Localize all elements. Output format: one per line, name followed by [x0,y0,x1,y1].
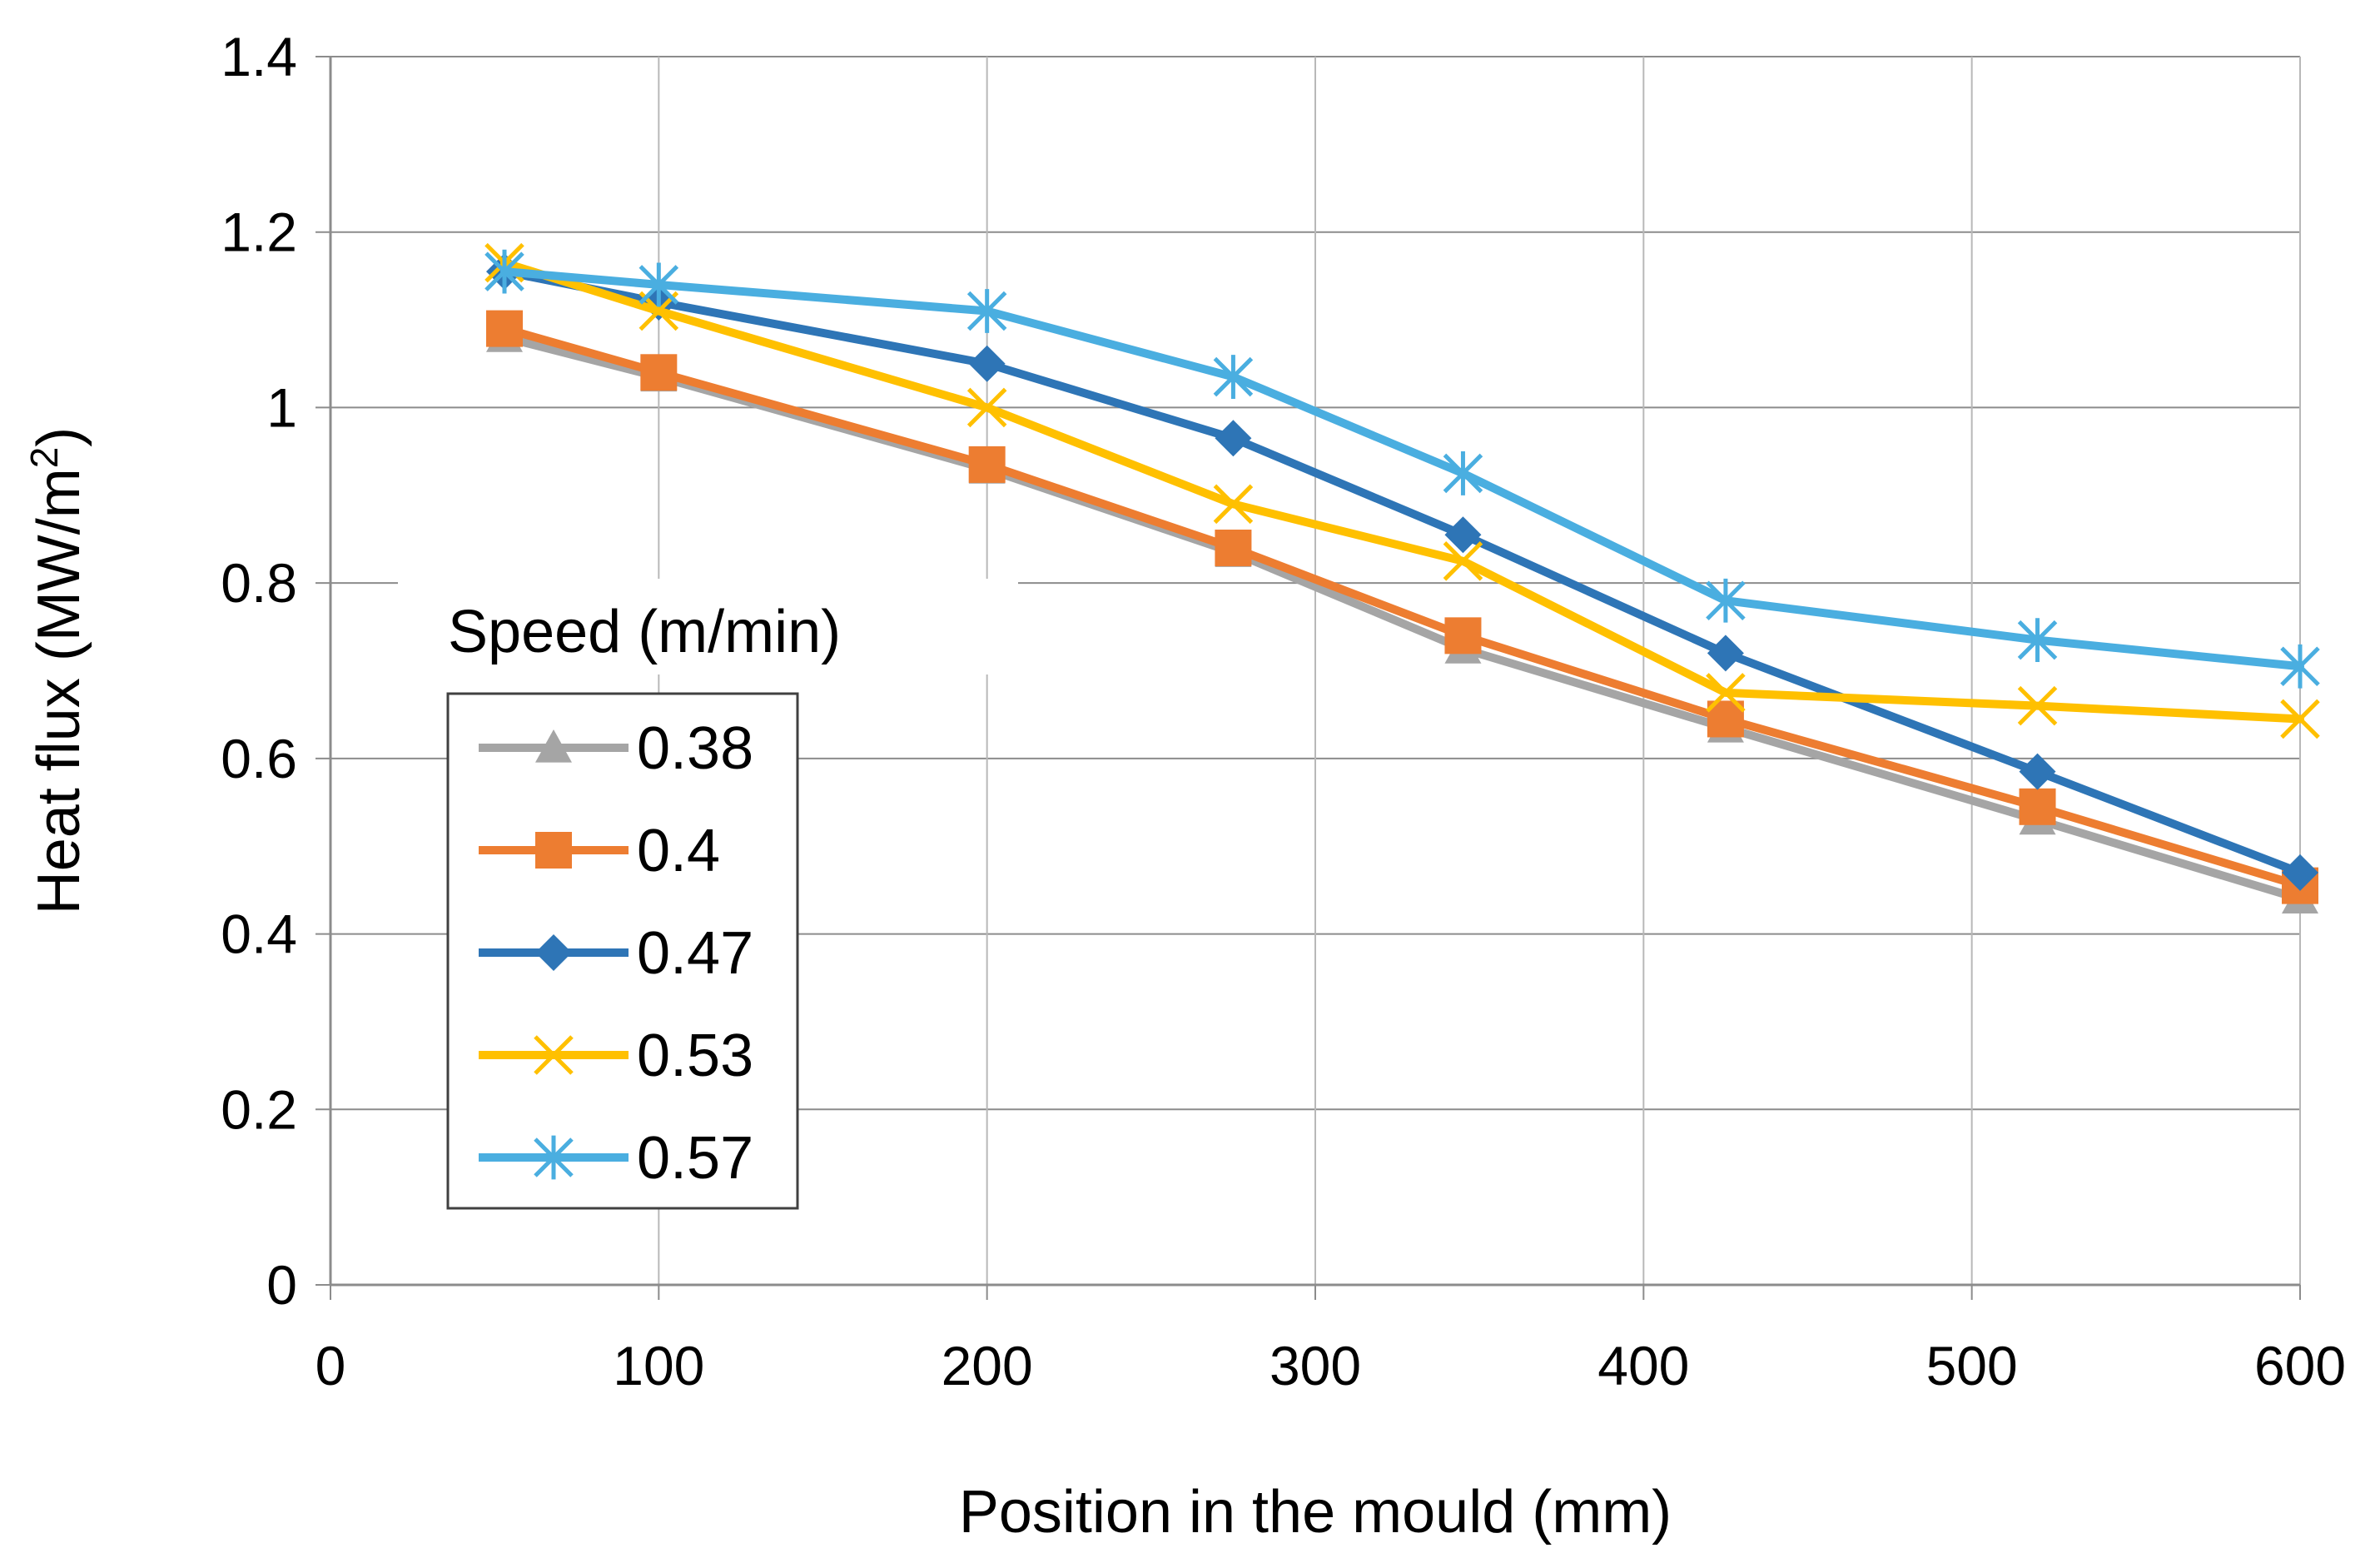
data-point [1444,617,1482,655]
series-0.4 [485,310,2318,904]
legend-label: 0.47 [637,920,753,987]
x-tick-label: 200 [942,1335,1033,1396]
legend-marker [534,1135,574,1180]
data-point [966,387,1007,428]
legend-item: 0.38 [479,715,753,782]
legend: Speed (m/min) 0.38 0.4 0.47 0.53 0.57 [398,579,1018,1210]
data-point [1213,484,1254,525]
y-tick-label: 0.2 [221,1078,297,1140]
x-tick-label: 300 [1269,1335,1361,1396]
data-point [1215,420,1252,457]
x-axis-title: Position in the mould (mm) [959,1479,1672,1546]
y-tick-label: 1.2 [221,202,297,263]
data-point [1443,451,1483,495]
legend-marker [535,934,572,971]
y-axis-title-main: Heat flux (MW/m [26,468,92,914]
data-point [2282,854,2318,891]
legend-label: 0.4 [637,818,720,884]
axes: 0 0.2 0.4 0.6 0.8 1 1.2 1.4 0 100 200 300 400 500 600 [221,26,2346,1396]
data-point [1706,673,1746,713]
data-point [485,310,523,347]
legend-marker [534,1035,574,1075]
data-point [1215,530,1252,566]
legend-marker [535,832,572,869]
data-point [640,354,678,391]
y-tick-label: 0.4 [221,903,297,965]
series-line [499,267,2304,877]
series-line [499,333,2304,903]
legend-label: 0.57 [637,1125,753,1192]
y-tick-label: 0.6 [221,728,297,789]
legend-title-background [398,579,1018,674]
data-point [2280,699,2320,739]
data-point [968,345,1006,382]
y-tick-label: 1 [266,376,297,438]
x-tick-label: 500 [1926,1335,2018,1396]
x-tick-label: 600 [2254,1335,2346,1396]
y-axis-title-superscript: 2 [22,447,66,469]
legend-item: 0.57 [479,1125,753,1192]
series-line [499,267,2304,671]
series-line [499,324,2304,890]
legend-marker [535,729,572,763]
series-0.57 [484,249,2320,689]
data-point [966,289,1007,333]
data-point [638,262,679,307]
data-point [1706,578,1746,623]
x-tick-label: 400 [1597,1335,1689,1396]
series-0.53 [484,242,2320,739]
data-point [2019,788,2056,825]
data-point [2017,685,2058,726]
data-point [2017,618,2058,663]
data-point [1443,541,1483,581]
y-tick-label: 0 [266,1254,297,1316]
data-point [2019,753,2056,790]
y-tick-label: 1.4 [221,26,297,87]
data-point [1213,355,1254,399]
data-point [2280,644,2320,689]
y-axis-title: Heat flux (MW/m2) [22,427,92,915]
x-tick-label: 0 [316,1335,346,1396]
legend-item: 0.53 [479,1023,753,1089]
legend-label: 0.38 [637,715,753,782]
legend-label: 0.53 [637,1023,753,1089]
data-point [1444,516,1482,554]
data-point [484,249,524,294]
legend-item: 0.47 [479,920,753,987]
y-tick-label: 0.8 [221,552,297,614]
series-line [499,258,2304,724]
data-point [1707,635,1744,672]
series-layer [484,242,2320,914]
x-tick-label: 100 [613,1335,704,1396]
legend-item: 0.4 [479,818,720,884]
legend-title: Speed (m/min) [448,599,841,665]
y-axis-title-close: ) [26,427,92,447]
data-point [968,446,1006,483]
